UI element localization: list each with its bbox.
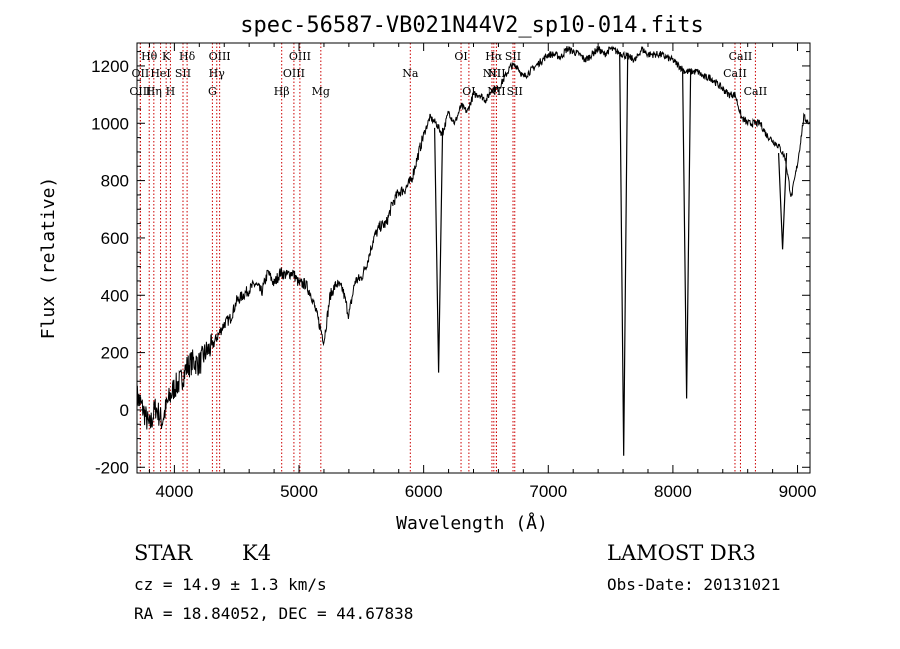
line-label: Hδ xyxy=(179,50,196,63)
observation-date: Obs-Date: 20131021 xyxy=(607,575,780,594)
line-label: OIII xyxy=(129,85,151,98)
x-tick-label: 5000 xyxy=(280,482,318,501)
line-label: K xyxy=(162,50,171,63)
x-tick-label: 4000 xyxy=(155,482,193,501)
absorption-line xyxy=(777,153,788,250)
line-label: CaII xyxy=(744,85,768,98)
plot-frame xyxy=(136,42,811,474)
y-tick-label: 1000 xyxy=(91,114,129,133)
emission-line-markers xyxy=(139,43,756,473)
y-tick-label: 400 xyxy=(101,286,129,305)
y-tick-label: -200 xyxy=(95,458,129,477)
line-label: OI xyxy=(462,85,475,98)
chart-title: spec-56587-VB021N44V2_sp10-014.fits xyxy=(240,13,704,38)
line-label: G xyxy=(208,85,217,98)
line-label: SII xyxy=(507,85,523,98)
redshift-readout: cz = 14.9 ± 1.3 km/s xyxy=(134,575,327,594)
y-axis-ticks: -200 0 200 400 600 800 1000 1200 xyxy=(91,51,810,477)
coordinates: RA = 18.84052, DEC = 44.67838 xyxy=(134,604,413,623)
line-label: H xyxy=(166,85,176,98)
line-label: Hη xyxy=(146,85,162,98)
line-label: OIII xyxy=(209,50,231,63)
line-label: OII xyxy=(132,67,150,80)
line-label: Hβ xyxy=(274,85,290,98)
y-tick-label: 600 xyxy=(101,229,129,248)
line-label: NII xyxy=(487,67,505,80)
y-tick-label: 0 xyxy=(120,401,129,420)
line-label: OI xyxy=(454,50,467,63)
line-label: Mg xyxy=(312,85,330,98)
line-label: Hα xyxy=(485,50,503,63)
spectral-subclass: K4 xyxy=(242,541,271,565)
y-tick-label: 800 xyxy=(101,172,129,191)
absorption-line xyxy=(434,127,444,373)
y-tick-label: 1200 xyxy=(91,57,129,76)
line-label: OIII xyxy=(289,50,311,63)
absorption-features xyxy=(434,54,788,456)
x-tick-label: 9000 xyxy=(779,482,817,501)
spectrum-line xyxy=(136,45,811,430)
line-label: Hθ xyxy=(141,50,158,63)
line-label: SII xyxy=(175,67,191,80)
absorption-line xyxy=(682,71,692,399)
line-label: HeI xyxy=(150,67,170,80)
x-axis-ticks: 4000 5000 6000 7000 8000 9000 xyxy=(148,43,817,501)
x-tick-label: 8000 xyxy=(654,482,692,501)
line-label: NII xyxy=(483,67,501,80)
absorption-line xyxy=(619,54,629,456)
x-axis-label: Wavelength (Å) xyxy=(396,512,548,534)
survey-name: LAMOST DR3 xyxy=(607,541,756,565)
x-tick-label: 6000 xyxy=(405,482,443,501)
line-label: NII xyxy=(487,85,505,98)
y-tick-label: 200 xyxy=(101,344,129,363)
line-label: Hγ xyxy=(209,67,226,80)
x-tick-label: 7000 xyxy=(529,482,567,501)
line-label: Na xyxy=(402,67,419,80)
object-class: STAR xyxy=(134,541,193,565)
line-label: CaII xyxy=(723,67,747,80)
line-label: SII xyxy=(505,50,521,63)
line-label: CaII xyxy=(729,50,753,63)
y-axis-label: Flux (relative) xyxy=(38,177,59,340)
line-label: OIII xyxy=(283,67,305,80)
